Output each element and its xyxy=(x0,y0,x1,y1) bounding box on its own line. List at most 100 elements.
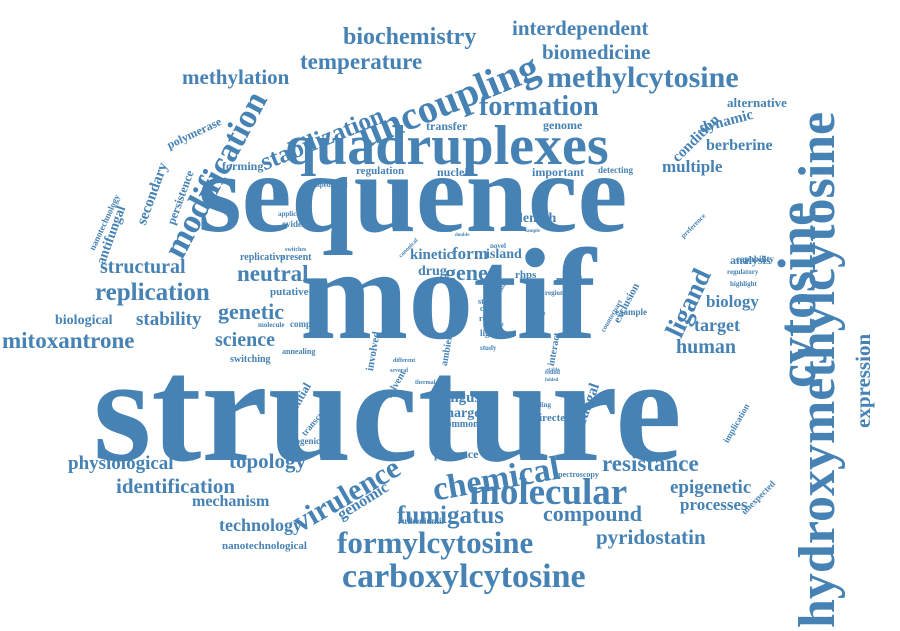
word: found xyxy=(545,370,561,376)
word: presence xyxy=(434,447,479,461)
word: processes xyxy=(680,495,748,514)
word: folded xyxy=(545,378,559,383)
word: switching xyxy=(230,354,271,365)
word: mechanism xyxy=(192,493,270,510)
word: implication xyxy=(721,401,752,445)
word: motif xyxy=(300,223,596,367)
word: gene xyxy=(445,260,488,285)
word: technology xyxy=(219,515,302,535)
word: genome xyxy=(543,118,583,132)
word: present xyxy=(280,252,312,263)
word: cytosine xyxy=(767,202,827,388)
word: biochemistry xyxy=(343,24,477,50)
word: physiological xyxy=(68,453,174,474)
word: application xyxy=(278,210,312,218)
word: alternative xyxy=(727,95,787,110)
word: sample xyxy=(525,229,540,234)
word: molecule xyxy=(258,321,285,329)
word: double xyxy=(455,233,470,238)
word: neutral xyxy=(237,261,309,286)
word: analysis xyxy=(730,253,771,267)
word: rich xyxy=(479,314,493,323)
word: regulatory xyxy=(727,268,759,276)
word: annealing xyxy=(282,347,316,356)
word: topology xyxy=(229,449,307,473)
word: common xyxy=(442,419,479,430)
word: example xyxy=(615,307,647,317)
word: switches xyxy=(285,247,307,253)
word: cell xyxy=(480,304,492,313)
word: charge xyxy=(440,406,481,421)
word: stability xyxy=(136,309,202,330)
word: important xyxy=(532,165,584,179)
word: methylation xyxy=(182,65,290,89)
word: thermal xyxy=(415,380,436,386)
word: rutheniumii xyxy=(398,516,445,526)
word: spectroscopy xyxy=(555,470,599,479)
word: pathogenic xyxy=(278,436,321,446)
word: identification xyxy=(116,474,235,498)
word: multiple xyxy=(662,157,723,176)
word: stable xyxy=(547,368,560,373)
word: quadruplexes xyxy=(285,115,609,177)
word: region xyxy=(545,289,564,297)
word: target xyxy=(694,315,740,335)
word: regulation xyxy=(356,165,405,177)
word: detecting xyxy=(598,165,633,175)
word: related xyxy=(437,229,452,234)
word: forming xyxy=(222,159,264,173)
word: biological xyxy=(55,313,113,328)
word: nanotechnological xyxy=(222,540,307,552)
word: length xyxy=(519,211,557,226)
word: structural xyxy=(100,256,186,278)
word: formylcytosine xyxy=(337,525,534,560)
word: directed xyxy=(533,412,572,424)
word: nucleic xyxy=(437,165,473,179)
word: str xyxy=(478,297,488,306)
word: highlight xyxy=(730,280,757,288)
word: berberine xyxy=(706,137,773,154)
word: biology xyxy=(706,292,759,311)
word: compound xyxy=(543,501,643,526)
word: sequence xyxy=(198,132,628,256)
word: rhps xyxy=(515,269,537,281)
word: novel xyxy=(490,242,506,250)
word: molecular xyxy=(469,472,628,513)
word: complex xyxy=(290,319,322,329)
word: biomedicine xyxy=(542,40,651,64)
word: several xyxy=(390,368,408,374)
word: temperature xyxy=(300,49,423,74)
word: role xyxy=(485,294,494,299)
word: impediment xyxy=(312,181,348,189)
word: kinetic xyxy=(410,247,454,263)
word: methylcytosine xyxy=(547,61,739,94)
word: mitoxantrone xyxy=(2,328,135,353)
word: island xyxy=(486,247,522,262)
word: light xyxy=(480,328,498,338)
word: drug xyxy=(418,264,447,279)
word: form xyxy=(452,244,488,263)
word: carboxylcytosine xyxy=(342,558,586,595)
word: metal xyxy=(556,274,583,286)
word: structure xyxy=(93,327,682,493)
word: different xyxy=(393,358,416,364)
word: recent xyxy=(532,312,546,317)
word: pyridostatin xyxy=(596,525,706,549)
word: formation xyxy=(479,91,599,122)
word: replication xyxy=(95,279,210,306)
word: study xyxy=(480,344,497,352)
word: preference xyxy=(679,211,708,240)
word: fungus xyxy=(437,390,481,406)
word: human xyxy=(676,336,737,358)
word: epigenetic xyxy=(670,477,752,498)
word: resistance xyxy=(602,451,699,476)
word: binding xyxy=(528,401,551,409)
word: genetic xyxy=(218,299,284,324)
word: transfer xyxy=(426,119,468,133)
word: capability xyxy=(736,254,775,264)
word: interdependent xyxy=(512,16,649,40)
word: putative xyxy=(270,286,309,298)
word: expression xyxy=(851,333,875,428)
word: science xyxy=(215,329,275,351)
